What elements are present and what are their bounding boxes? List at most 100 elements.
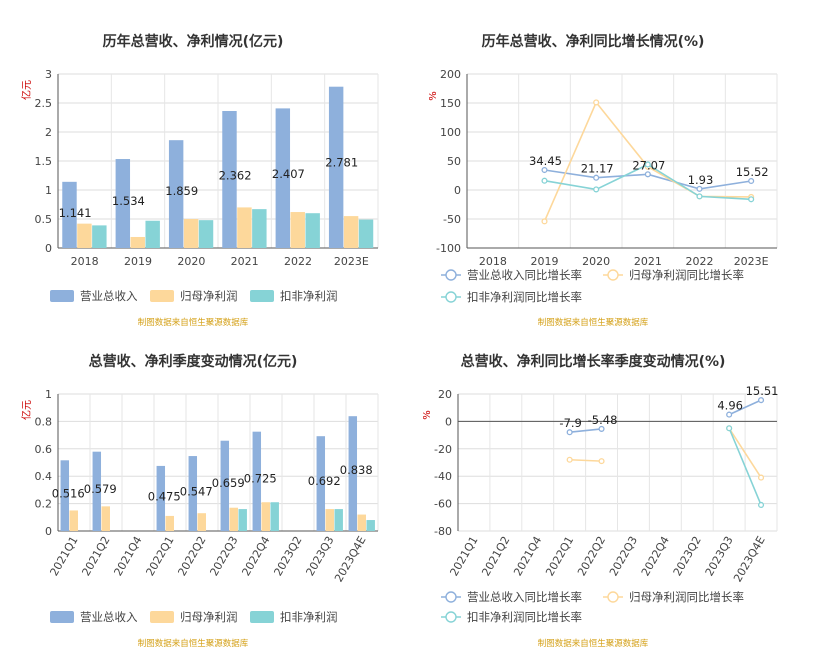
y-unit-label: %	[428, 91, 439, 101]
x-tick-label: 2023E	[334, 255, 369, 268]
bar-revenue	[348, 416, 358, 531]
bar-revenue	[62, 181, 77, 248]
data-label: 1.534	[112, 194, 145, 208]
legend-item: 归母净利润	[150, 289, 238, 303]
x-tick-label: 2022Q4	[240, 534, 273, 578]
legend-item: 扣非净利润	[250, 289, 338, 303]
data-label: 34.45	[529, 154, 562, 168]
x-tick-label: 2021Q4	[112, 534, 145, 578]
data-label: 0.475	[148, 490, 181, 504]
data-label: 0.692	[308, 474, 341, 488]
chart-title: 总营收、净利季度变动情况(亿元)	[89, 353, 298, 370]
series-point-0	[566, 429, 573, 436]
x-tick-label: 2023Q4E	[332, 534, 369, 584]
y-tick-label: 2	[45, 126, 52, 139]
bar-deducted-profit	[92, 225, 107, 248]
bar-net-profit	[197, 513, 206, 531]
bar-revenue	[156, 465, 166, 531]
x-tick-label: 2021Q1	[447, 534, 480, 578]
bar-net-profit	[101, 506, 110, 531]
data-label: 0.547	[180, 484, 213, 498]
chart-title: 历年总营收、净利情况(亿元)	[103, 33, 284, 50]
series-point-2	[748, 196, 755, 203]
bar-deducted-profit	[238, 509, 247, 531]
legend-swatch	[150, 290, 174, 302]
legend-item: 营业总收入	[50, 289, 138, 303]
legend-label: 归母净利润同比增长率	[629, 590, 744, 604]
bar-net-profit	[237, 207, 252, 248]
y-tick-label: 50	[447, 155, 461, 168]
y-tick-label: 0.8	[35, 415, 53, 428]
series-point-2	[726, 425, 733, 432]
x-tick-label: 2023Q2	[272, 534, 305, 578]
data-label: 1.141	[59, 206, 92, 220]
series-line-1	[569, 458, 602, 462]
bar-revenue	[328, 86, 344, 249]
bar-deducted-profit	[270, 502, 279, 531]
chart-quarterly_growth: 总营收、净利同比增长率季度变动情况(%)% -80 -60 -40 -20 0 20 2021…	[422, 353, 779, 649]
legend-swatch	[150, 611, 174, 623]
y-tick-label: 0	[454, 184, 461, 197]
series-point-1	[757, 474, 765, 481]
x-tick-label: 2022Q2	[575, 534, 608, 578]
legend-item: 归母净利润	[150, 610, 238, 624]
legend-label: 扣非净利润	[280, 610, 338, 624]
bar-net-profit	[229, 507, 238, 531]
legend-label: 归母净利润同比增长率	[629, 268, 744, 282]
data-label: 15.51	[746, 384, 779, 398]
x-tick-label: 2020	[582, 255, 610, 268]
y-tick-label: -80	[434, 525, 452, 538]
legend-marker	[607, 269, 619, 281]
legend-label: 归母净利润	[180, 289, 238, 303]
series-point-2	[593, 186, 600, 193]
y-unit-label: %	[422, 410, 433, 420]
data-label: 1.93	[688, 173, 714, 187]
legend-marker	[445, 591, 457, 603]
x-tick-label: 2021Q1	[48, 534, 81, 578]
series-point-0	[757, 397, 765, 404]
x-tick-label: 2021Q2	[479, 534, 512, 578]
source-note: 制图数据来自恒生聚源数据库	[138, 638, 249, 649]
bar-revenue	[252, 431, 262, 531]
y-tick-label: 100	[440, 126, 461, 139]
data-label: 2.362	[219, 168, 252, 182]
y-tick-label: 0	[45, 242, 52, 255]
legend-swatch	[250, 290, 274, 302]
bar-net-profit	[77, 223, 92, 248]
source-note: 制图数据来自恒生聚源数据库	[138, 317, 249, 328]
bar-deducted-profit	[145, 220, 160, 248]
y-tick-label: 0.2	[35, 498, 53, 511]
legend-item: 归母净利润同比增长率	[603, 590, 744, 604]
bar-net-profit	[165, 515, 174, 531]
y-tick-label: -50	[443, 213, 461, 226]
bar-deducted-profit	[305, 213, 320, 248]
data-label: 2.781	[325, 156, 358, 170]
data-label: -5.48	[588, 413, 618, 427]
legend-label: 营业总收入同比增长率	[467, 590, 582, 604]
data-label: 0.659	[212, 476, 245, 490]
x-tick-label: 2021	[231, 255, 259, 268]
x-tick-label: 2022Q1	[543, 534, 576, 578]
x-tick-label: 2022	[686, 255, 714, 268]
bar-revenue	[60, 460, 70, 531]
y-tick-label: -20	[434, 443, 452, 456]
series-point-1	[566, 456, 573, 463]
y-tick-label: 0.4	[35, 470, 53, 483]
bar-revenue	[316, 436, 326, 531]
bar-net-profit	[130, 236, 145, 248]
series-point-0	[541, 166, 548, 174]
series-line-2	[728, 427, 762, 506]
y-tick-label: 1	[45, 184, 52, 197]
bar-deducted-profit	[198, 220, 214, 248]
legend-label: 营业总收入同比增长率	[467, 268, 582, 282]
legend-label: 扣非净利润	[280, 289, 338, 303]
series-line-0	[569, 428, 602, 434]
y-tick-label: 2.5	[35, 97, 53, 110]
y-tick-label: 150	[440, 97, 461, 110]
legend-item: 扣非净利润	[250, 610, 338, 624]
y-tick-label: -40	[434, 470, 452, 483]
x-tick-label: 2022Q3	[607, 534, 640, 578]
y-unit-label: 亿元	[20, 400, 33, 420]
series-point-0	[598, 425, 605, 432]
data-label: 4.96	[717, 399, 743, 413]
